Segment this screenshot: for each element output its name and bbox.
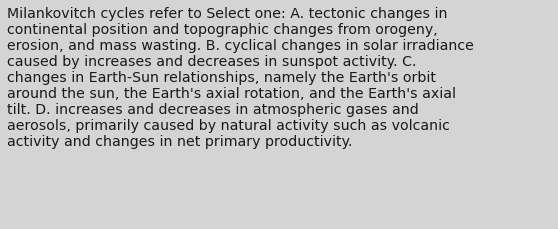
- Text: Milankovitch cycles refer to Select one: A. tectonic changes in
continental posi: Milankovitch cycles refer to Select one:…: [7, 7, 474, 148]
